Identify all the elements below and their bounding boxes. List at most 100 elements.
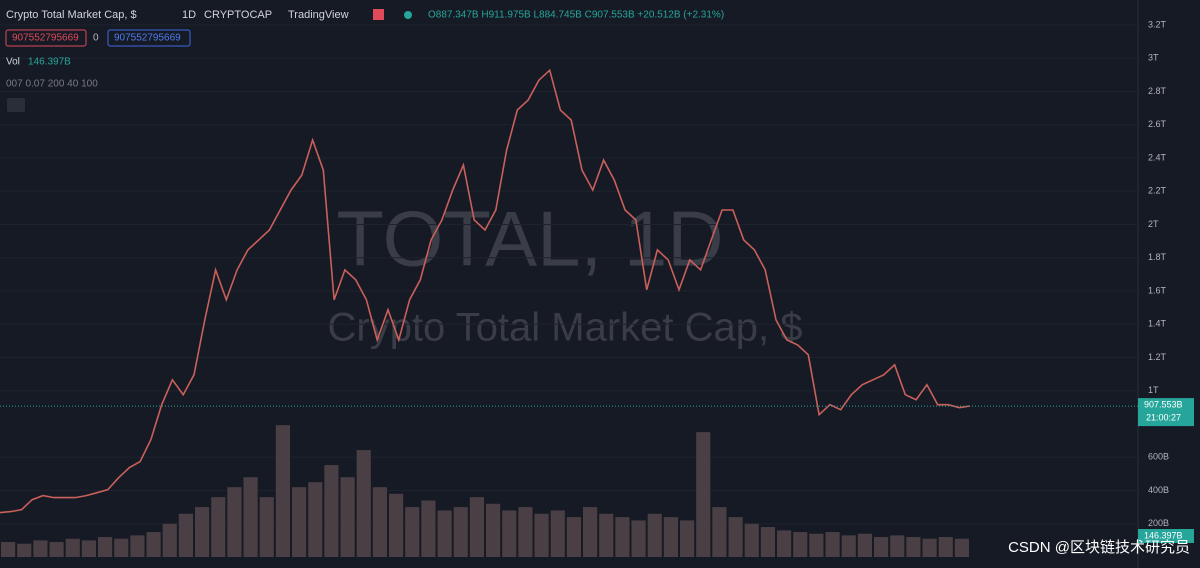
- watermark: TOTAL, 1D: [336, 195, 723, 283]
- volume-bar: [922, 538, 937, 557]
- volume-bar: [469, 497, 484, 557]
- volume-bar: [405, 507, 420, 557]
- volume-bar: [777, 530, 792, 557]
- volume-bar: [809, 533, 824, 557]
- volume-bar: [825, 532, 840, 557]
- volume-bar: [292, 487, 307, 557]
- watermark: Crypto Total Market Cap, $: [327, 306, 802, 350]
- y-tick-label: 1.6T: [1148, 285, 1167, 295]
- volume-bar: [890, 535, 905, 557]
- volume-bar: [275, 425, 290, 557]
- volume-tag-label: 146.397B: [1144, 530, 1183, 540]
- volume-bar: [259, 497, 274, 557]
- volume-bar: [566, 517, 581, 557]
- volume-bar: [114, 538, 129, 557]
- volume-bar: [502, 510, 517, 557]
- y-tick-label: 1.4T: [1148, 319, 1167, 329]
- y-tick-label: 3T: [1148, 53, 1159, 63]
- volume-bar: [550, 510, 565, 557]
- ohlc: O887.347B H911.975B L884.745B C907.553B …: [428, 10, 724, 21]
- interval: 1D: [182, 9, 196, 21]
- button-label: 907552795669: [114, 33, 181, 44]
- volume-bar: [453, 507, 468, 557]
- y-tick-label: 200B: [1148, 518, 1169, 528]
- volume-bar: [793, 532, 808, 557]
- countdown: 21:00:27: [1146, 412, 1181, 422]
- volume-value: 146.397B: [28, 57, 71, 68]
- volume-bar: [308, 482, 323, 557]
- volume-label: Vol: [6, 57, 20, 68]
- volume-bar: [744, 523, 759, 557]
- status-dot: [404, 11, 412, 19]
- volume-bar: [211, 497, 226, 557]
- volume-bar: [841, 535, 856, 557]
- volume-bar: [938, 537, 953, 557]
- y-tick-label: 2.4T: [1148, 152, 1167, 162]
- volume-bar: [98, 537, 113, 557]
- volume-bar: [680, 520, 695, 557]
- volume-bar: [130, 535, 145, 557]
- volume-bar: [146, 532, 161, 557]
- exchange: CRYPTOCAP: [204, 9, 272, 21]
- volume-bar: [437, 510, 452, 557]
- y-tick-label: 2.2T: [1148, 186, 1167, 196]
- volume-bar: [178, 513, 193, 557]
- volume-bar: [227, 487, 242, 557]
- volume-bar: [760, 527, 775, 557]
- collapse-button[interactable]: [7, 98, 25, 112]
- volume-bar: [857, 533, 872, 557]
- volume-bar: [33, 540, 48, 557]
- volume-bar: [372, 487, 387, 557]
- volume-bar: [195, 507, 210, 557]
- volume-bar: [696, 432, 711, 557]
- indicator: 007 0.07 200 40 100: [6, 79, 98, 90]
- volume-bar: [663, 517, 678, 557]
- icon[interactable]: [373, 9, 384, 20]
- volume-bar: [518, 507, 533, 557]
- volume-bar: [583, 507, 598, 557]
- price-line: [0, 68, 971, 514]
- y-tick-label: 3.2T: [1148, 19, 1167, 29]
- volume-bar: [243, 477, 258, 557]
- credit: CSDN @区块链技术研究员: [1008, 539, 1190, 556]
- volume-bar: [1, 542, 16, 557]
- source: TradingView: [288, 9, 349, 21]
- volume-bar: [421, 500, 436, 557]
- volume-bar: [954, 538, 969, 557]
- title: Crypto Total Market Cap, $: [6, 9, 137, 21]
- y-tick-label: 1.2T: [1148, 352, 1167, 362]
- volume-bar: [81, 540, 96, 557]
- volume-bar: [631, 520, 646, 557]
- volume-bar: [906, 537, 921, 557]
- button-label: 907552795669: [12, 33, 79, 44]
- price-tag-label: 907.553B: [1144, 399, 1183, 409]
- volume-bar: [17, 543, 32, 557]
- y-tick-label: 1T: [1148, 385, 1159, 395]
- y-tick-label: 2.6T: [1148, 119, 1167, 129]
- volume-bar: [65, 538, 80, 557]
- volume-bar: [728, 517, 743, 557]
- volume-tag: [1138, 529, 1194, 543]
- volume-bar: [49, 542, 64, 557]
- volume-bar: [486, 503, 501, 557]
- volume-bar: [340, 477, 355, 557]
- y-tick-label: 2.8T: [1148, 86, 1167, 96]
- volume-bar: [389, 493, 404, 557]
- button[interactable]: [107, 29, 191, 47]
- volume-bar: [647, 513, 662, 557]
- volume-bar: [324, 465, 339, 557]
- y-tick-label: 600B: [1148, 452, 1169, 462]
- price-tag: [1138, 398, 1194, 427]
- separator: 0: [93, 33, 99, 44]
- y-tick-label: 2T: [1148, 219, 1159, 229]
- volume-bar: [599, 513, 614, 557]
- button[interactable]: [5, 29, 87, 47]
- volume-bar: [534, 513, 549, 557]
- y-tick-label: 1.8T: [1148, 252, 1167, 262]
- volume-bar: [874, 537, 889, 557]
- volume-bar: [162, 523, 177, 557]
- y-tick-label: 400B: [1148, 485, 1169, 495]
- volume-bar: [712, 507, 727, 557]
